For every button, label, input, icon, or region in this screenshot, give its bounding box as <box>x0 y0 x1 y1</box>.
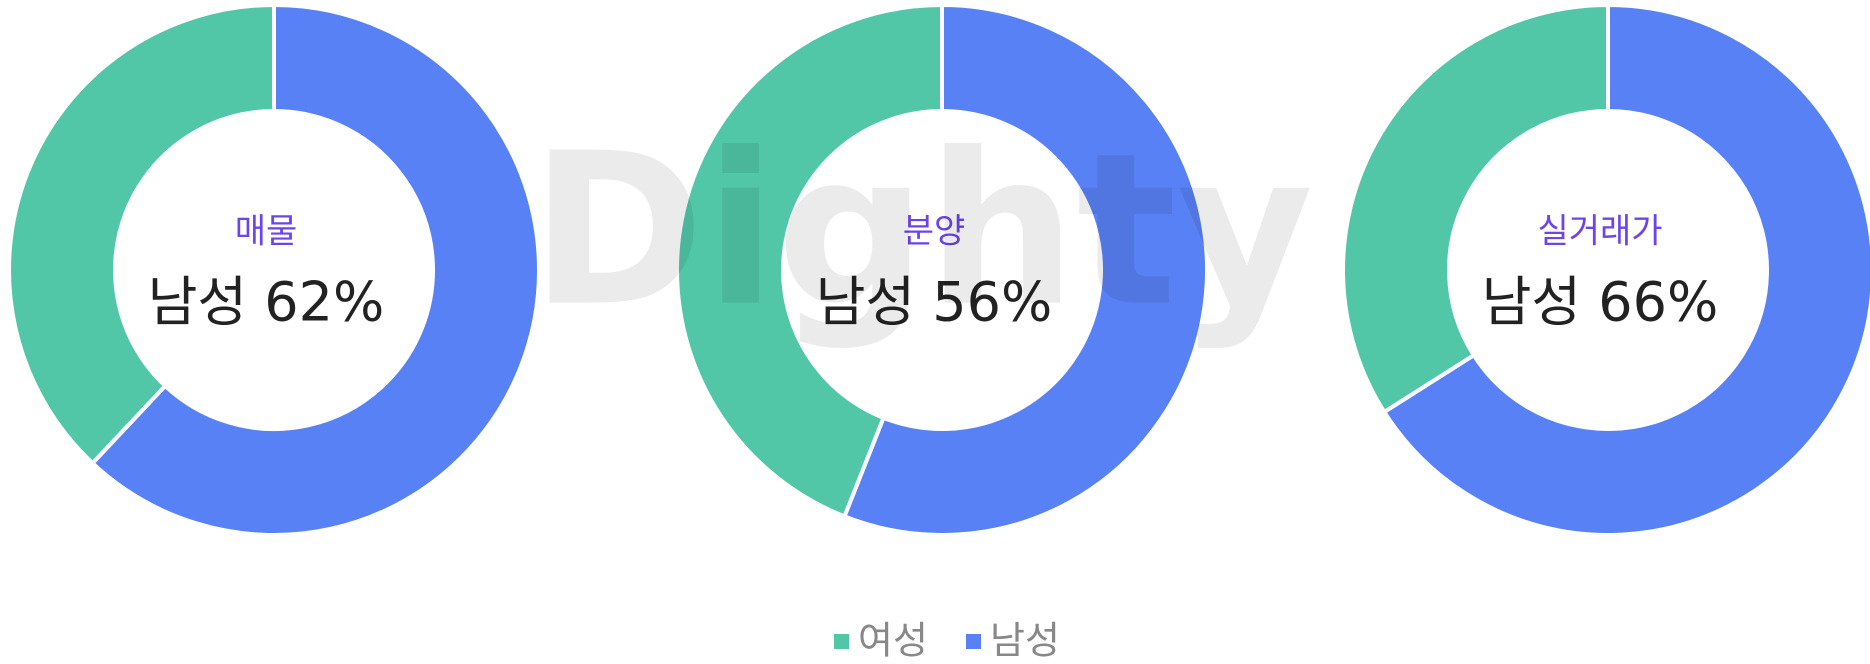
donut-slice <box>841 2 1209 537</box>
donut-slice <box>7 2 276 467</box>
legend-swatch <box>834 634 849 649</box>
donut-title: 매물 <box>235 212 298 252</box>
legend-label: 여성 <box>858 619 928 663</box>
center-label: 남성 56% <box>816 271 1053 334</box>
legend-label: 남성 <box>990 619 1060 663</box>
donut-slice <box>1341 2 1610 415</box>
donut-title: 분양 <box>903 212 966 252</box>
watermark: Dighty <box>530 108 1313 353</box>
center-label: 남성 62% <box>148 271 385 334</box>
donut-slice <box>89 2 541 537</box>
donut-title: 실거래가 <box>1537 212 1662 252</box>
legend-swatch <box>966 634 981 649</box>
donut-slice <box>1381 2 1870 537</box>
center-label: 남성 66% <box>1482 271 1719 334</box>
donut-slice <box>675 2 944 519</box>
